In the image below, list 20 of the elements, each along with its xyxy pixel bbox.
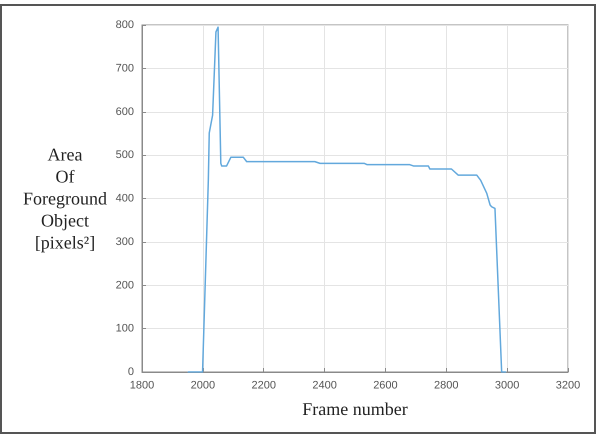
x-axis-title: Frame number xyxy=(302,399,408,419)
y-tick-label: 800 xyxy=(116,19,134,31)
x-tick-label: 1800 xyxy=(130,380,154,392)
x-tick-label: 2200 xyxy=(251,380,276,392)
y-tick-label: 200 xyxy=(116,279,134,292)
x-tick-label: 2800 xyxy=(434,380,459,392)
line-series xyxy=(188,26,506,373)
y-tick-label: 100 xyxy=(116,322,134,335)
x-tick-label: 3000 xyxy=(494,380,520,392)
x-tick-label: 2400 xyxy=(312,380,337,392)
y-tick-label: 300 xyxy=(116,236,134,248)
y-axis-title: Area Of Foreground Object [pixels²] xyxy=(23,144,107,252)
y-tick-label: 0 xyxy=(128,366,134,378)
y-tick-label: 700 xyxy=(116,62,134,74)
x-tick-label: 3200 xyxy=(556,380,580,392)
x-tick-label: 2000 xyxy=(190,380,216,392)
y-tick-label: 400 xyxy=(116,192,134,204)
y-tick-label: 500 xyxy=(116,149,134,162)
x-tick-label: 2600 xyxy=(373,380,398,392)
y-tick-label: 600 xyxy=(116,106,134,118)
